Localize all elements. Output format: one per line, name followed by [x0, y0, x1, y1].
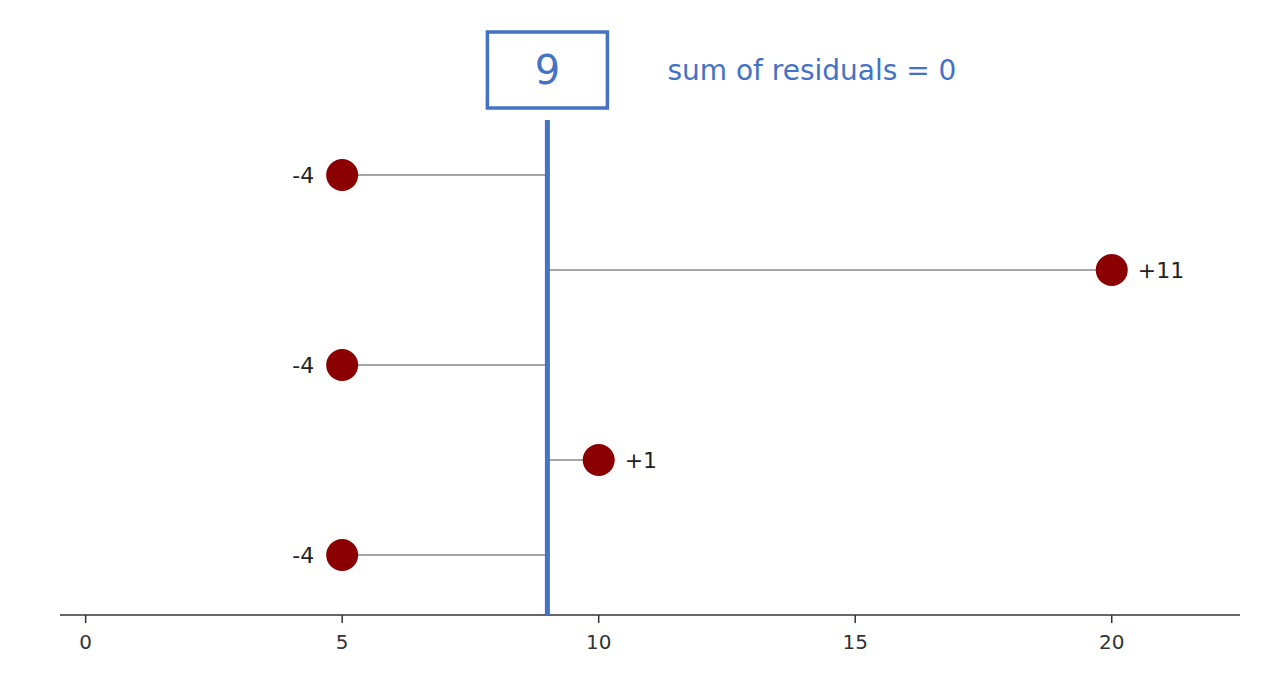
- plot-area: [326, 120, 1128, 615]
- data-dot: [583, 444, 615, 476]
- residual-label: -4: [292, 353, 314, 378]
- x-tick: [854, 615, 856, 623]
- x-tick: [341, 615, 343, 623]
- data-dot: [326, 539, 358, 571]
- x-axis-line: [60, 614, 1240, 616]
- mean-line: [545, 120, 550, 615]
- x-tick-label: 0: [79, 630, 92, 654]
- chart-container: 0 5 10 15 20 -4 +11 -4 +1 -4 9 sum of residuals = 0: [0, 0, 1280, 700]
- residual-label: -4: [292, 543, 314, 568]
- mean-box: [487, 32, 607, 108]
- residual-connector: [342, 554, 547, 556]
- residual-connector: [342, 174, 547, 176]
- chart-svg: 0 5 10 15 20 -4 +11 -4 +1 -4 9 sum of residuals = 0: [0, 0, 1280, 700]
- residual-connector: [547, 269, 1111, 271]
- residual-connector: [342, 364, 547, 366]
- data-dot: [326, 349, 358, 381]
- labels: -4 +11 -4 +1 -4 9 sum of residuals = 0: [292, 32, 1184, 568]
- x-tick-label: 20: [1099, 630, 1124, 654]
- x-tick: [1111, 615, 1113, 623]
- residual-label: +11: [1138, 258, 1184, 283]
- data-dot: [1096, 254, 1128, 286]
- x-tick-label: 15: [842, 630, 867, 654]
- residual-label: +1: [625, 448, 657, 473]
- x-tick-label: 5: [336, 630, 349, 654]
- residual-label: -4: [292, 163, 314, 188]
- mean-label: 9: [535, 47, 560, 93]
- x-tick-label: 10: [586, 630, 611, 654]
- annotation: sum of residuals = 0: [667, 54, 956, 87]
- x-axis: 0 5 10 15 20: [60, 615, 1240, 654]
- x-tick: [85, 615, 87, 623]
- x-tick: [598, 615, 600, 623]
- data-dot: [326, 159, 358, 191]
